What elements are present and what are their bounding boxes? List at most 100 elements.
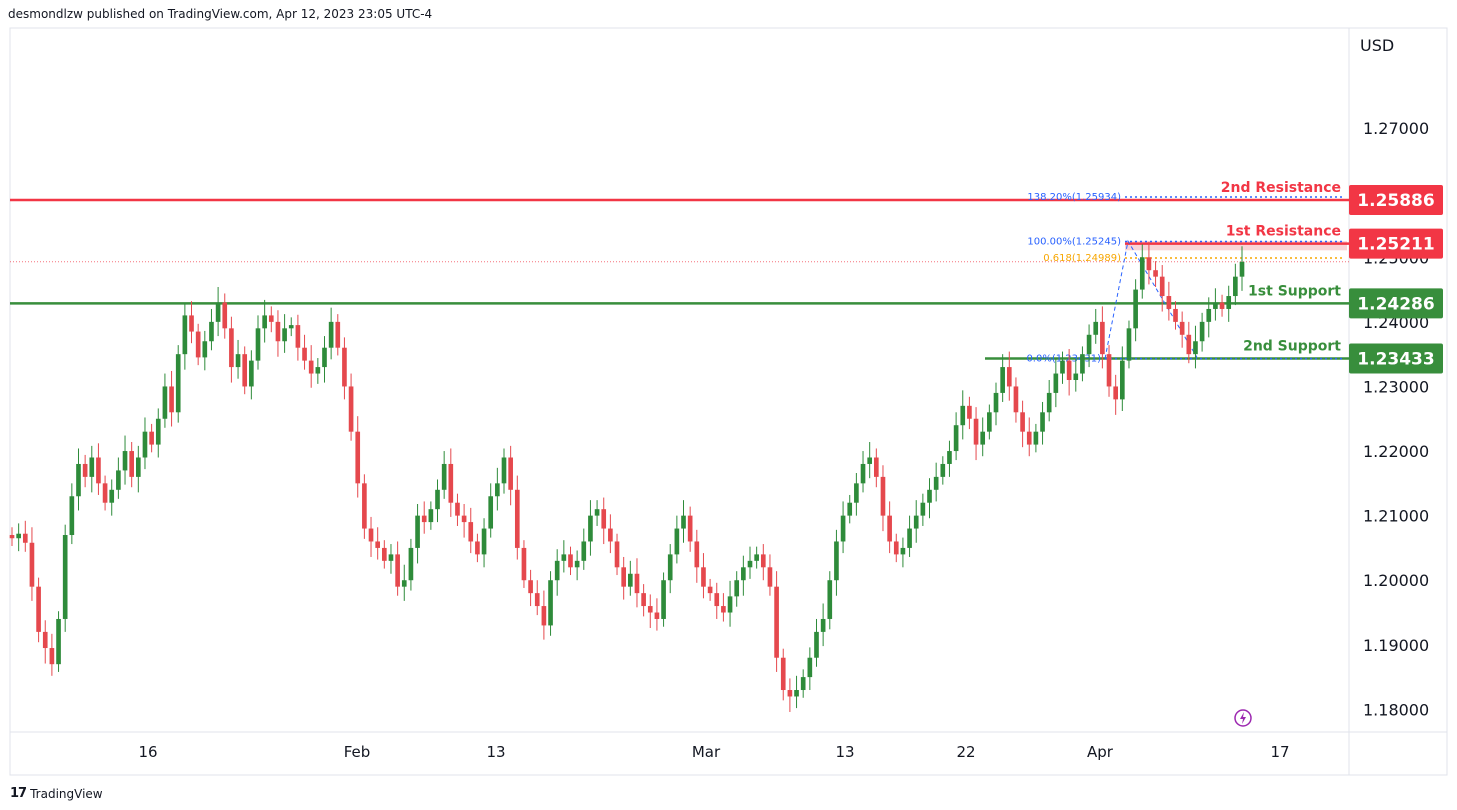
x-tick-label: Mar — [692, 743, 721, 761]
level-label: 1st Resistance — [1226, 224, 1341, 240]
fib-connector — [1104, 239, 1198, 359]
footer: 17 TradingView — [10, 786, 103, 801]
candle-body — [641, 593, 646, 607]
candle-body — [76, 463, 81, 497]
candle-body — [229, 328, 234, 368]
candle-body — [461, 515, 467, 523]
candle-body — [854, 483, 859, 503]
candle-body — [355, 431, 361, 484]
candle-body — [807, 657, 813, 678]
candle-body — [255, 328, 261, 361]
price-tag-box — [1349, 288, 1443, 319]
candle-body — [508, 457, 513, 490]
level-label: 1st Support — [1248, 283, 1341, 299]
candle-body — [727, 596, 733, 613]
candle-body — [1006, 367, 1012, 387]
candle-body — [155, 418, 161, 445]
price-axis[interactable]: 1.270001.250001.240001.230001.220001.210… — [1363, 119, 1429, 719]
price-tag-box — [1349, 185, 1443, 216]
candle-body — [501, 457, 507, 484]
candle-body — [322, 347, 327, 368]
time-axis[interactable]: 16 Feb 13 Mar 13 22 Apr 17 — [138, 743, 1289, 761]
candle-body — [29, 542, 35, 587]
candle-body — [967, 405, 972, 419]
candle-body — [102, 483, 108, 503]
candle-body — [1213, 302, 1218, 309]
candle-body — [315, 367, 321, 374]
candle-body — [49, 648, 55, 665]
candle-body — [980, 431, 986, 445]
candle-body — [747, 560, 753, 568]
candle-body — [701, 567, 706, 587]
candle-body — [401, 580, 407, 587]
candle-body — [1020, 412, 1025, 432]
candle-body — [694, 541, 700, 568]
candle-body — [262, 315, 267, 329]
candle-body — [534, 593, 540, 607]
candle-body — [1119, 360, 1125, 400]
candle-body — [913, 515, 919, 529]
candle-body — [647, 606, 653, 613]
candle-body — [1186, 334, 1192, 355]
candle-body — [568, 554, 573, 568]
candle-body — [907, 528, 912, 548]
candle-body — [867, 457, 873, 464]
candle-body — [1053, 373, 1059, 393]
candle-body — [893, 541, 899, 555]
candle-body — [760, 554, 766, 568]
x-tick-label: Apr — [1087, 743, 1114, 761]
chart-frame — [9, 27, 1448, 776]
candle-body — [408, 547, 414, 581]
candle-body — [1100, 321, 1105, 355]
y-tick-label: 1.18000 — [1363, 700, 1429, 719]
candle-body — [468, 522, 474, 542]
candle-body — [195, 331, 201, 358]
candle-body — [687, 515, 693, 542]
candle-body — [973, 418, 979, 445]
fib-label: 138.20%(1.25934) — [1027, 192, 1121, 203]
price-tag-box — [1349, 228, 1443, 259]
candle-body — [554, 560, 560, 581]
candle-body — [661, 580, 666, 619]
candle-body — [1126, 328, 1132, 361]
x-tick-label: Feb — [344, 743, 371, 761]
candle-body — [960, 405, 966, 426]
candle-body — [96, 457, 101, 484]
candle-body — [202, 341, 208, 358]
candle-body — [1239, 261, 1245, 277]
candle-body — [308, 360, 314, 374]
candle-body — [415, 515, 420, 548]
candle-body — [787, 690, 793, 697]
price-tag-label: 1.23433 — [1357, 349, 1434, 369]
fib-label: 0.0%(1.23431) — [1026, 354, 1101, 365]
x-tick-label: 17 — [1270, 743, 1289, 761]
candle-body — [927, 489, 932, 503]
candle-body — [435, 489, 440, 510]
candle-body — [288, 325, 294, 329]
candle-body — [302, 347, 307, 361]
candle-body — [162, 386, 168, 419]
price-tag-label: 1.25211 — [1357, 235, 1434, 255]
candle-body — [1093, 321, 1099, 335]
candle-body — [634, 573, 640, 594]
candle-body — [953, 425, 959, 452]
candle-body — [667, 554, 673, 581]
x-tick-label: 22 — [956, 743, 975, 761]
price-tag-label: 1.24286 — [1357, 294, 1434, 314]
support-resistance-levels: 2nd Resistance 1st Resistance 1st Support 2… — [10, 180, 1349, 360]
candle-body — [1060, 360, 1065, 374]
candle-body — [581, 541, 587, 561]
candle-body — [1040, 412, 1045, 432]
candle-body — [1073, 373, 1079, 380]
candle-body — [488, 496, 494, 529]
lightning-icon[interactable] — [1234, 709, 1252, 727]
candle-body — [282, 328, 287, 342]
candle-body — [109, 489, 115, 503]
candle-body — [428, 509, 434, 523]
candle-body — [116, 470, 121, 490]
candle-body — [122, 451, 128, 471]
candle-body — [627, 573, 633, 587]
candle-body — [362, 483, 367, 529]
level-label: 2nd Resistance — [1221, 180, 1341, 196]
